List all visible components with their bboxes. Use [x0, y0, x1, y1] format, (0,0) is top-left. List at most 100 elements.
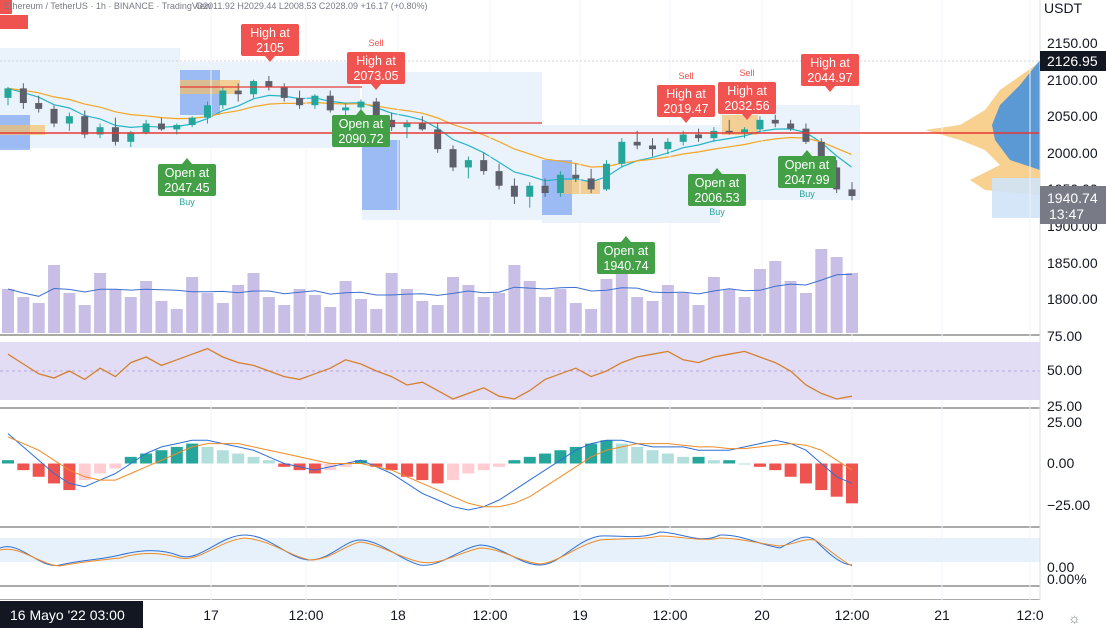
macd-histogram-bar: [631, 446, 644, 464]
currency-label: USDT: [1044, 0, 1083, 16]
price-tick-label: 1800.00: [1047, 291, 1098, 307]
time-tick-label: 19: [572, 607, 588, 623]
macd-histogram-bar: [140, 453, 153, 464]
sell-label-pointer: [825, 86, 835, 92]
volume-bar: [63, 293, 76, 333]
macd-histogram-bar: [692, 456, 705, 464]
rsi-tick-label: 25.00: [1047, 398, 1082, 414]
macd-histogram-bar: [815, 463, 828, 491]
candle-body: [234, 90, 242, 95]
sell-label-line1: High at: [727, 84, 767, 98]
candle-body: [817, 141, 825, 168]
volume-bar: [477, 297, 490, 333]
macd-histogram-bar: [308, 463, 321, 474]
time-tick-label: 12:0: [1016, 607, 1043, 623]
volume-bar: [615, 273, 628, 333]
volume-bar: [707, 277, 720, 333]
candle-body: [802, 128, 810, 142]
buy-label-box: [778, 156, 836, 188]
candle: [602, 160, 610, 191]
time-axis-strip: [0, 600, 1106, 630]
buy-label-pointer: [182, 158, 192, 164]
macd-histogram-bar: [94, 463, 107, 474]
candle-body: [710, 130, 718, 139]
volume-bar: [262, 297, 275, 333]
macd-histogram-bar: [646, 450, 659, 464]
candle-body: [480, 160, 488, 172]
candle: [526, 182, 534, 208]
candle: [495, 163, 503, 190]
countdown-text: 13:47: [1049, 206, 1084, 222]
candle-body: [372, 101, 380, 120]
macd-histogram-bar: [17, 463, 30, 471]
price-tick-label: 2000.00: [1047, 145, 1098, 161]
settings-gear-icon[interactable]: ☼: [1068, 610, 1081, 626]
volume-bar: [201, 293, 214, 333]
volume-bar: [293, 289, 306, 333]
sell-label-tag: Sell: [678, 71, 693, 81]
macd-histogram-bar: [278, 463, 291, 467]
macd-histogram-bar: [723, 460, 736, 464]
sell-label-line2: 2105: [256, 41, 284, 55]
macd-histogram-bar: [354, 460, 367, 464]
candle: [326, 90, 334, 113]
volume-bar: [232, 285, 245, 333]
volume-bar: [2, 289, 14, 333]
buy-label-pointer: [356, 109, 366, 115]
sell-label-tag: Sell: [368, 38, 383, 48]
candle: [649, 138, 657, 157]
buy-label-line2: 2090.72: [338, 132, 383, 146]
price-tick-label: 2100.00: [1047, 72, 1098, 88]
rsi-path: [7, 347, 853, 400]
volume-bar: [600, 279, 613, 333]
sell-label-pointer: [371, 84, 381, 90]
time-axis[interactable]: 17 12:00 18 12:00 19 12:00 20 12:00 21 12:0: [203, 607, 1044, 623]
volume-bar: [48, 265, 61, 333]
macd-histogram-bar: [615, 443, 628, 464]
macd-histogram-bar: [830, 463, 843, 497]
macd-tick-label: 0.00: [1047, 455, 1074, 471]
macd-histogram-bar: [493, 463, 506, 467]
rsi-line: [7, 347, 853, 400]
time-tick-label: 17: [203, 607, 219, 623]
stoch-band: [0, 538, 1040, 562]
candle-body: [35, 103, 43, 109]
macd-histogram-bar: [661, 453, 674, 464]
candle-body: [418, 123, 426, 130]
price-axis[interactable]: 2150.002100.002050.002000.001950.001900.…: [1047, 35, 1098, 307]
sell-label-box: [718, 82, 776, 114]
candle-body: [741, 129, 749, 133]
candle-body: [142, 123, 150, 133]
stoch-d: [0, 535, 853, 567]
macd-histogram-bar: [385, 463, 398, 471]
candle-body: [756, 119, 764, 130]
candle-body: [219, 90, 227, 106]
candle: [142, 119, 150, 135]
candle-body: [618, 141, 626, 164]
candle-body: [81, 116, 89, 135]
macd-histogram-bar: [2, 460, 14, 464]
candle: [587, 168, 595, 194]
volume-bar: [447, 277, 460, 333]
macd-histogram-bar: [554, 450, 567, 464]
candle-body: [203, 105, 211, 118]
candle: [618, 138, 626, 168]
volume-bars: [2, 249, 858, 333]
volume-bar: [216, 303, 229, 333]
volume-bar: [385, 273, 398, 333]
volume-bar: [247, 273, 260, 333]
macd-histogram-bar: [846, 463, 858, 504]
sell-label-pointer: [681, 117, 691, 123]
rsi-axis: 75.00 50.00 25.00: [1047, 328, 1082, 414]
symbol-title: Ethereum / TetherUS · 1h · BINANCE · Tra…: [4, 1, 212, 11]
buy-label-line2: 2047.45: [164, 181, 209, 195]
volume-bar: [400, 289, 413, 333]
volume-bar: [815, 249, 828, 333]
macd-tick-label: −25.00: [1047, 497, 1090, 513]
sell-label-pointer: [742, 114, 752, 120]
